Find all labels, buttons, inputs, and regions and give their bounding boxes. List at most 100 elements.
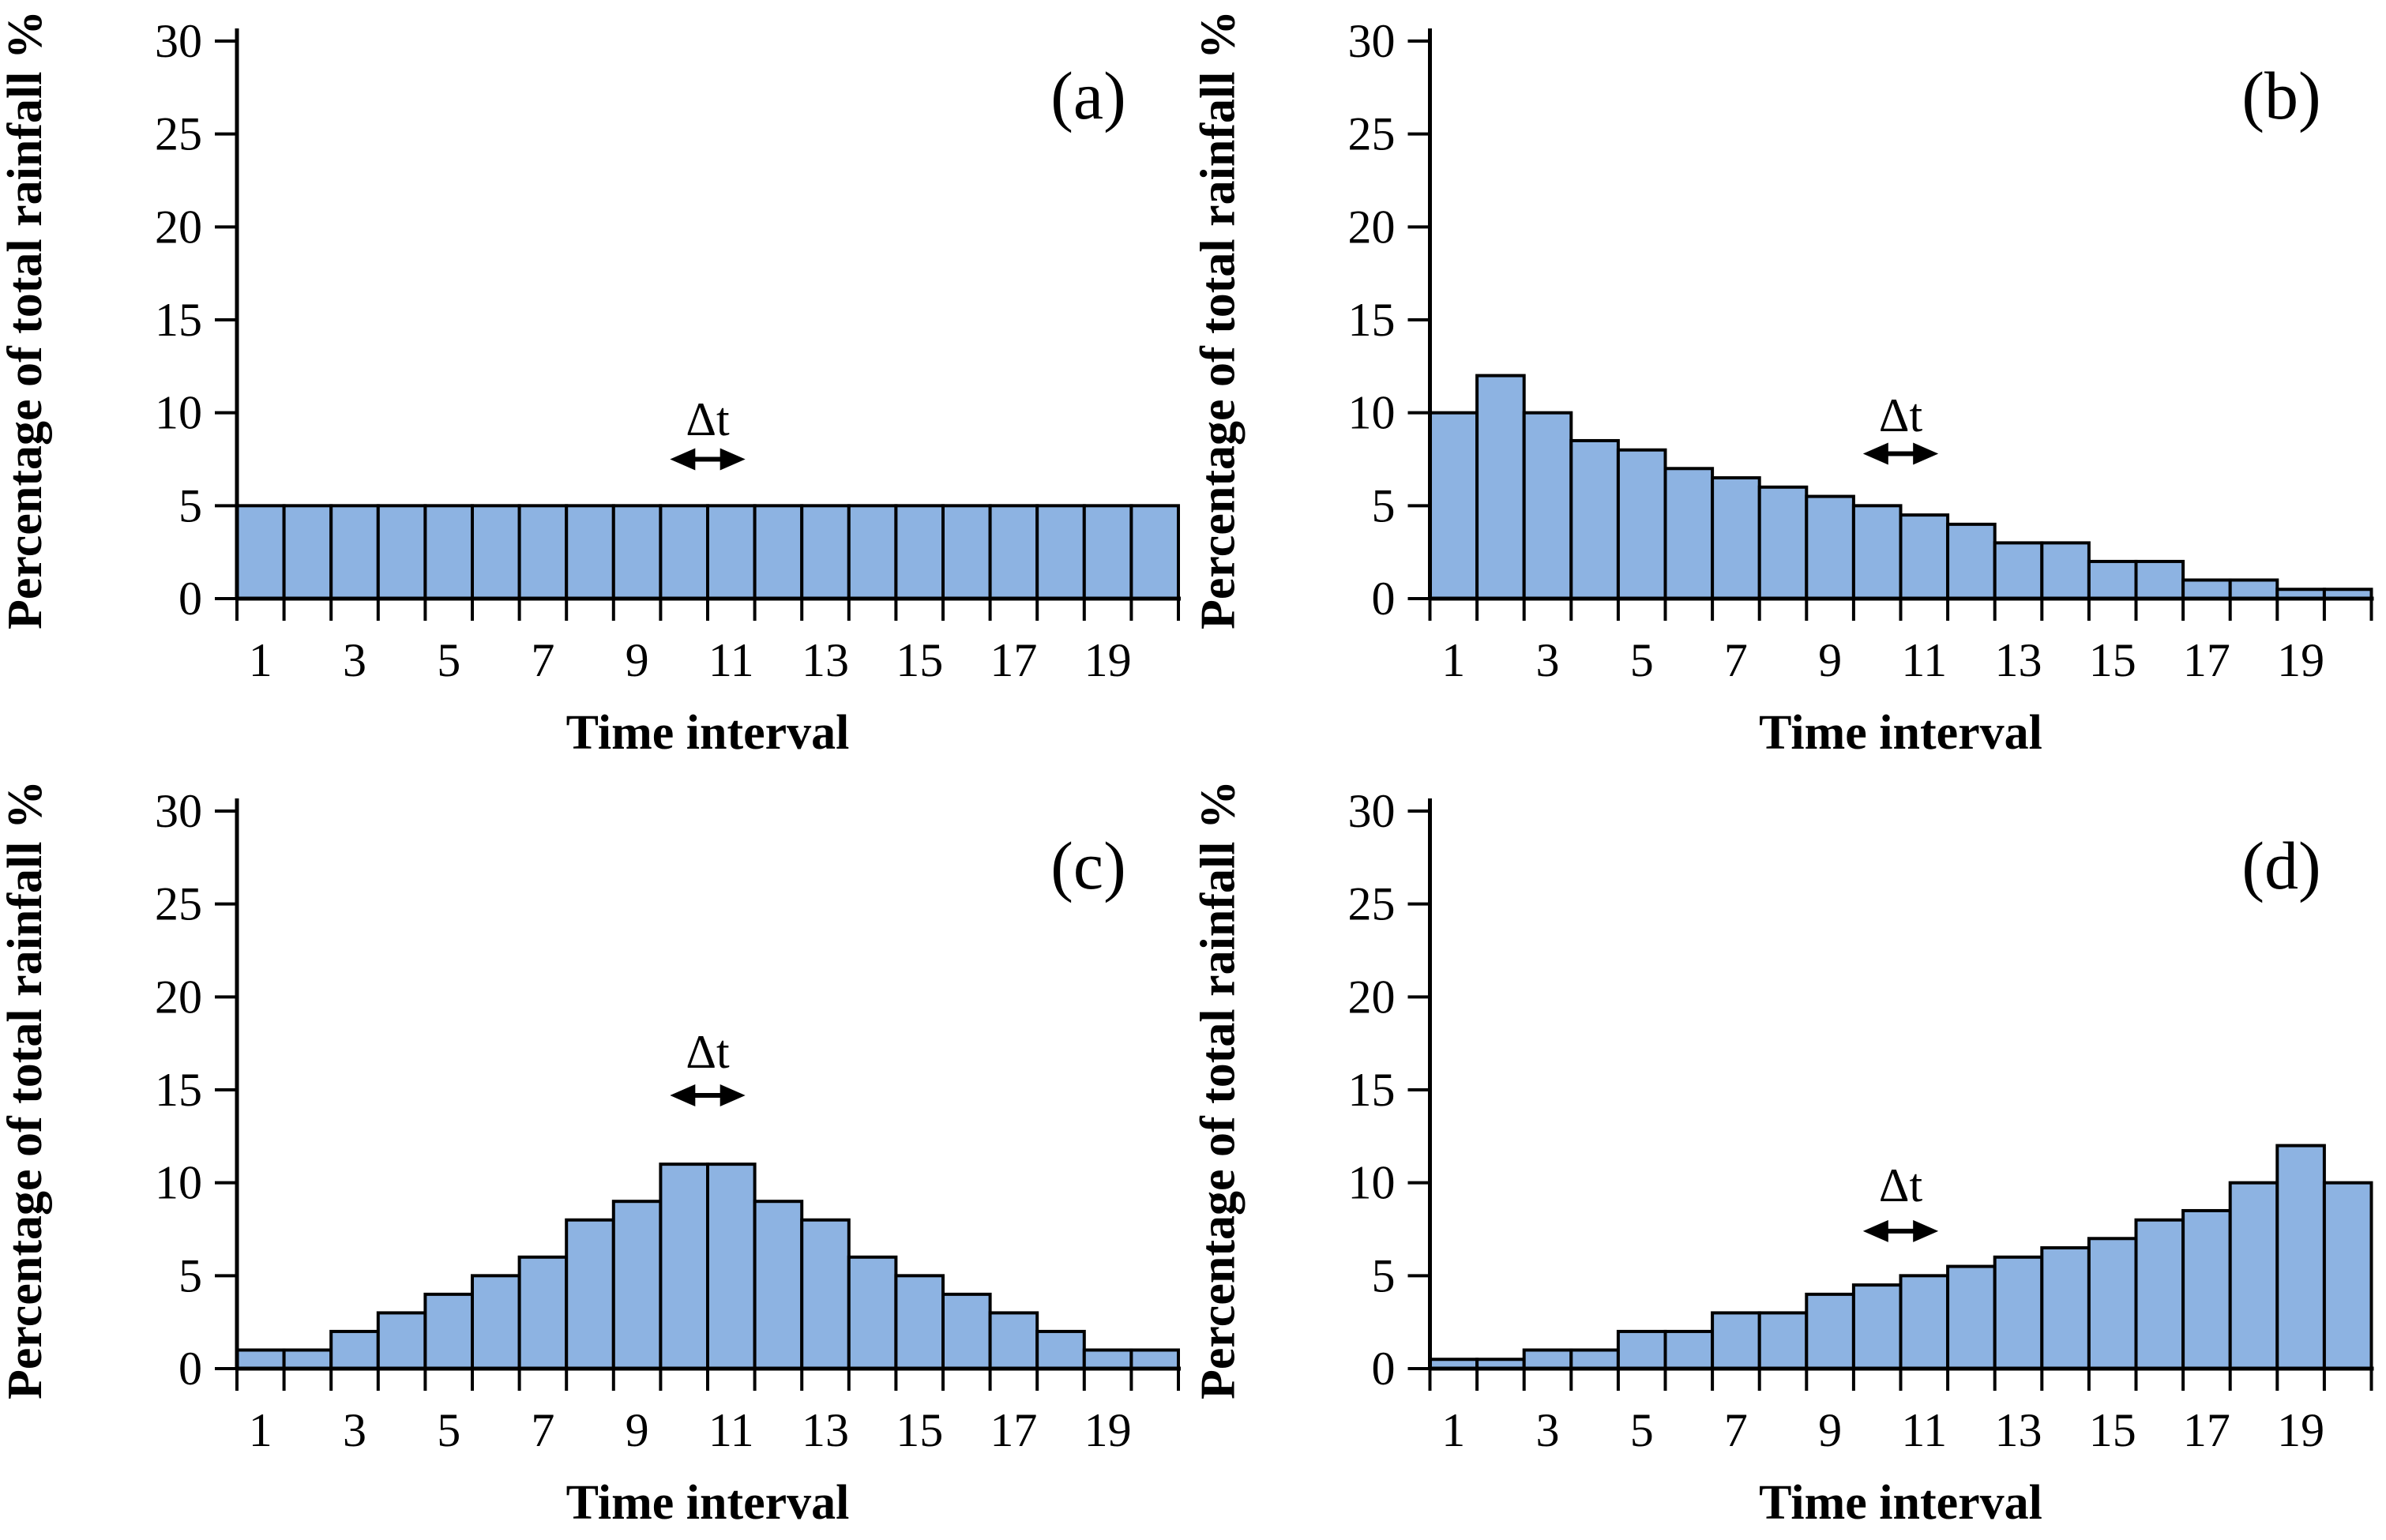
bar-18 [1035,504,1086,600]
bar-16 [2134,559,2185,601]
x-tick-label: 11 [708,1404,754,1456]
x-tick-label: 7 [1724,1404,1748,1456]
bar-1 [1428,411,1479,601]
x-tick-label: 15 [2089,634,2136,686]
bar-6 [471,504,521,600]
bar-5 [1616,1329,1667,1371]
delta-t-arrow-head-left [670,448,696,471]
bar-16 [2134,1218,2185,1370]
panel-b: 0 5 10 15 20 25 30 1 3 5 7 9 11 13 15 17 19 Time interval… [1193,0,2386,770]
x-axis-title: Time interval [1759,706,2042,760]
bar-9 [1805,494,1855,600]
bar-6 [1663,1329,1715,1371]
bar-20 [1129,504,1181,600]
bar-7 [1711,1311,1761,1371]
bar-11 [706,504,757,600]
bar-17 [2181,578,2232,601]
bar-3 [1522,411,1573,601]
x-tick-label: 17 [2183,1404,2230,1456]
y-tick-label: 5 [178,1249,202,1301]
bar-13 [1993,541,2044,601]
bar-16 [941,1292,992,1370]
x-tick-label: 7 [1724,634,1748,686]
bar-12 [753,1200,804,1371]
bar-7 [1711,476,1761,600]
bar-13 [1993,1255,2044,1370]
y-tick-label: 20 [155,201,202,253]
delta-t-label: Δt [1879,1159,1923,1211]
x-tick-label: 13 [802,1404,849,1456]
bar-8 [565,504,615,600]
panel-d: 0 5 10 15 20 25 30 1 3 5 7 9 11 13 15 17 19 Time interval… [1193,770,2386,1540]
delta-t-arrow-head-right [1913,442,1939,465]
x-tick-label: 7 [531,634,554,686]
x-tick-label: 19 [2277,1404,2324,1456]
y-tick-label: 10 [1348,1157,1396,1209]
x-tick-label: 9 [626,634,649,686]
y-tick-label: 25 [1348,878,1396,930]
x-tick-label: 5 [437,1404,460,1456]
y-tick-label: 15 [155,294,202,346]
bar-7 [517,1255,569,1370]
bar-18 [1035,1329,1086,1371]
bar-18 [2228,1181,2279,1371]
bar-20 [2322,1181,2373,1371]
bar-18 [2228,578,2279,601]
bar-8 [1757,1311,1809,1371]
bar-10 [659,504,710,600]
bar-12 [1946,522,1997,600]
bar-2 [1475,374,1526,600]
x-tick-label: 15 [896,1404,943,1456]
x-tick-label: 5 [437,634,460,686]
x-tick-label: 7 [531,1404,554,1456]
bar-13 [800,1218,851,1370]
y-tick-label: 10 [1348,387,1396,439]
bar-12 [1946,1264,1997,1370]
y-tick-label: 5 [178,479,202,531]
bar-2 [282,1348,333,1371]
x-tick-label: 3 [1536,634,1560,686]
x-tick-label: 1 [249,1404,272,1456]
bar-14 [2040,1246,2091,1370]
bar-5 [1616,448,1667,600]
bar-3 [329,504,380,600]
panel-label: (b) [2241,58,2320,133]
y-tick-label: 30 [1348,785,1396,837]
y-tick-label: 10 [155,1157,202,1209]
x-tick-label: 1 [249,634,272,686]
bar-19 [1082,504,1133,600]
bar-4 [376,1311,427,1371]
y-tick-label: 0 [178,1343,202,1395]
x-tick-label: 5 [1630,1404,1654,1456]
x-tick-label: 17 [990,634,1037,686]
x-tick-label: 13 [1995,634,2042,686]
bar-19 [1082,1348,1133,1371]
x-tick-label: 15 [896,634,943,686]
bar-19 [2275,1144,2326,1370]
bar-15 [2087,559,2138,601]
y-tick-label: 30 [155,785,202,837]
bar-6 [1663,467,1715,600]
bar-8 [1757,485,1809,600]
bar-11 [1899,513,1950,600]
bar-20 [1129,1348,1181,1371]
bar-15 [2087,1237,2138,1370]
delta-t-label: Δt [686,1026,730,1078]
bar-4 [1569,1348,1620,1371]
delta-t-label: Δt [686,393,730,445]
x-tick-label: 15 [2089,1404,2136,1456]
bar-14 [847,1255,898,1370]
x-tick-label: 13 [802,634,849,686]
bar-9 [611,504,663,600]
bar-9 [1805,1292,1855,1370]
x-tick-label: 5 [1630,634,1654,686]
y-tick-label: 30 [155,15,202,67]
bar-15 [894,1274,945,1370]
bar-10 [1851,504,1903,600]
panel-label: (d) [2241,828,2320,903]
panel-label: (a) [1050,58,1125,133]
